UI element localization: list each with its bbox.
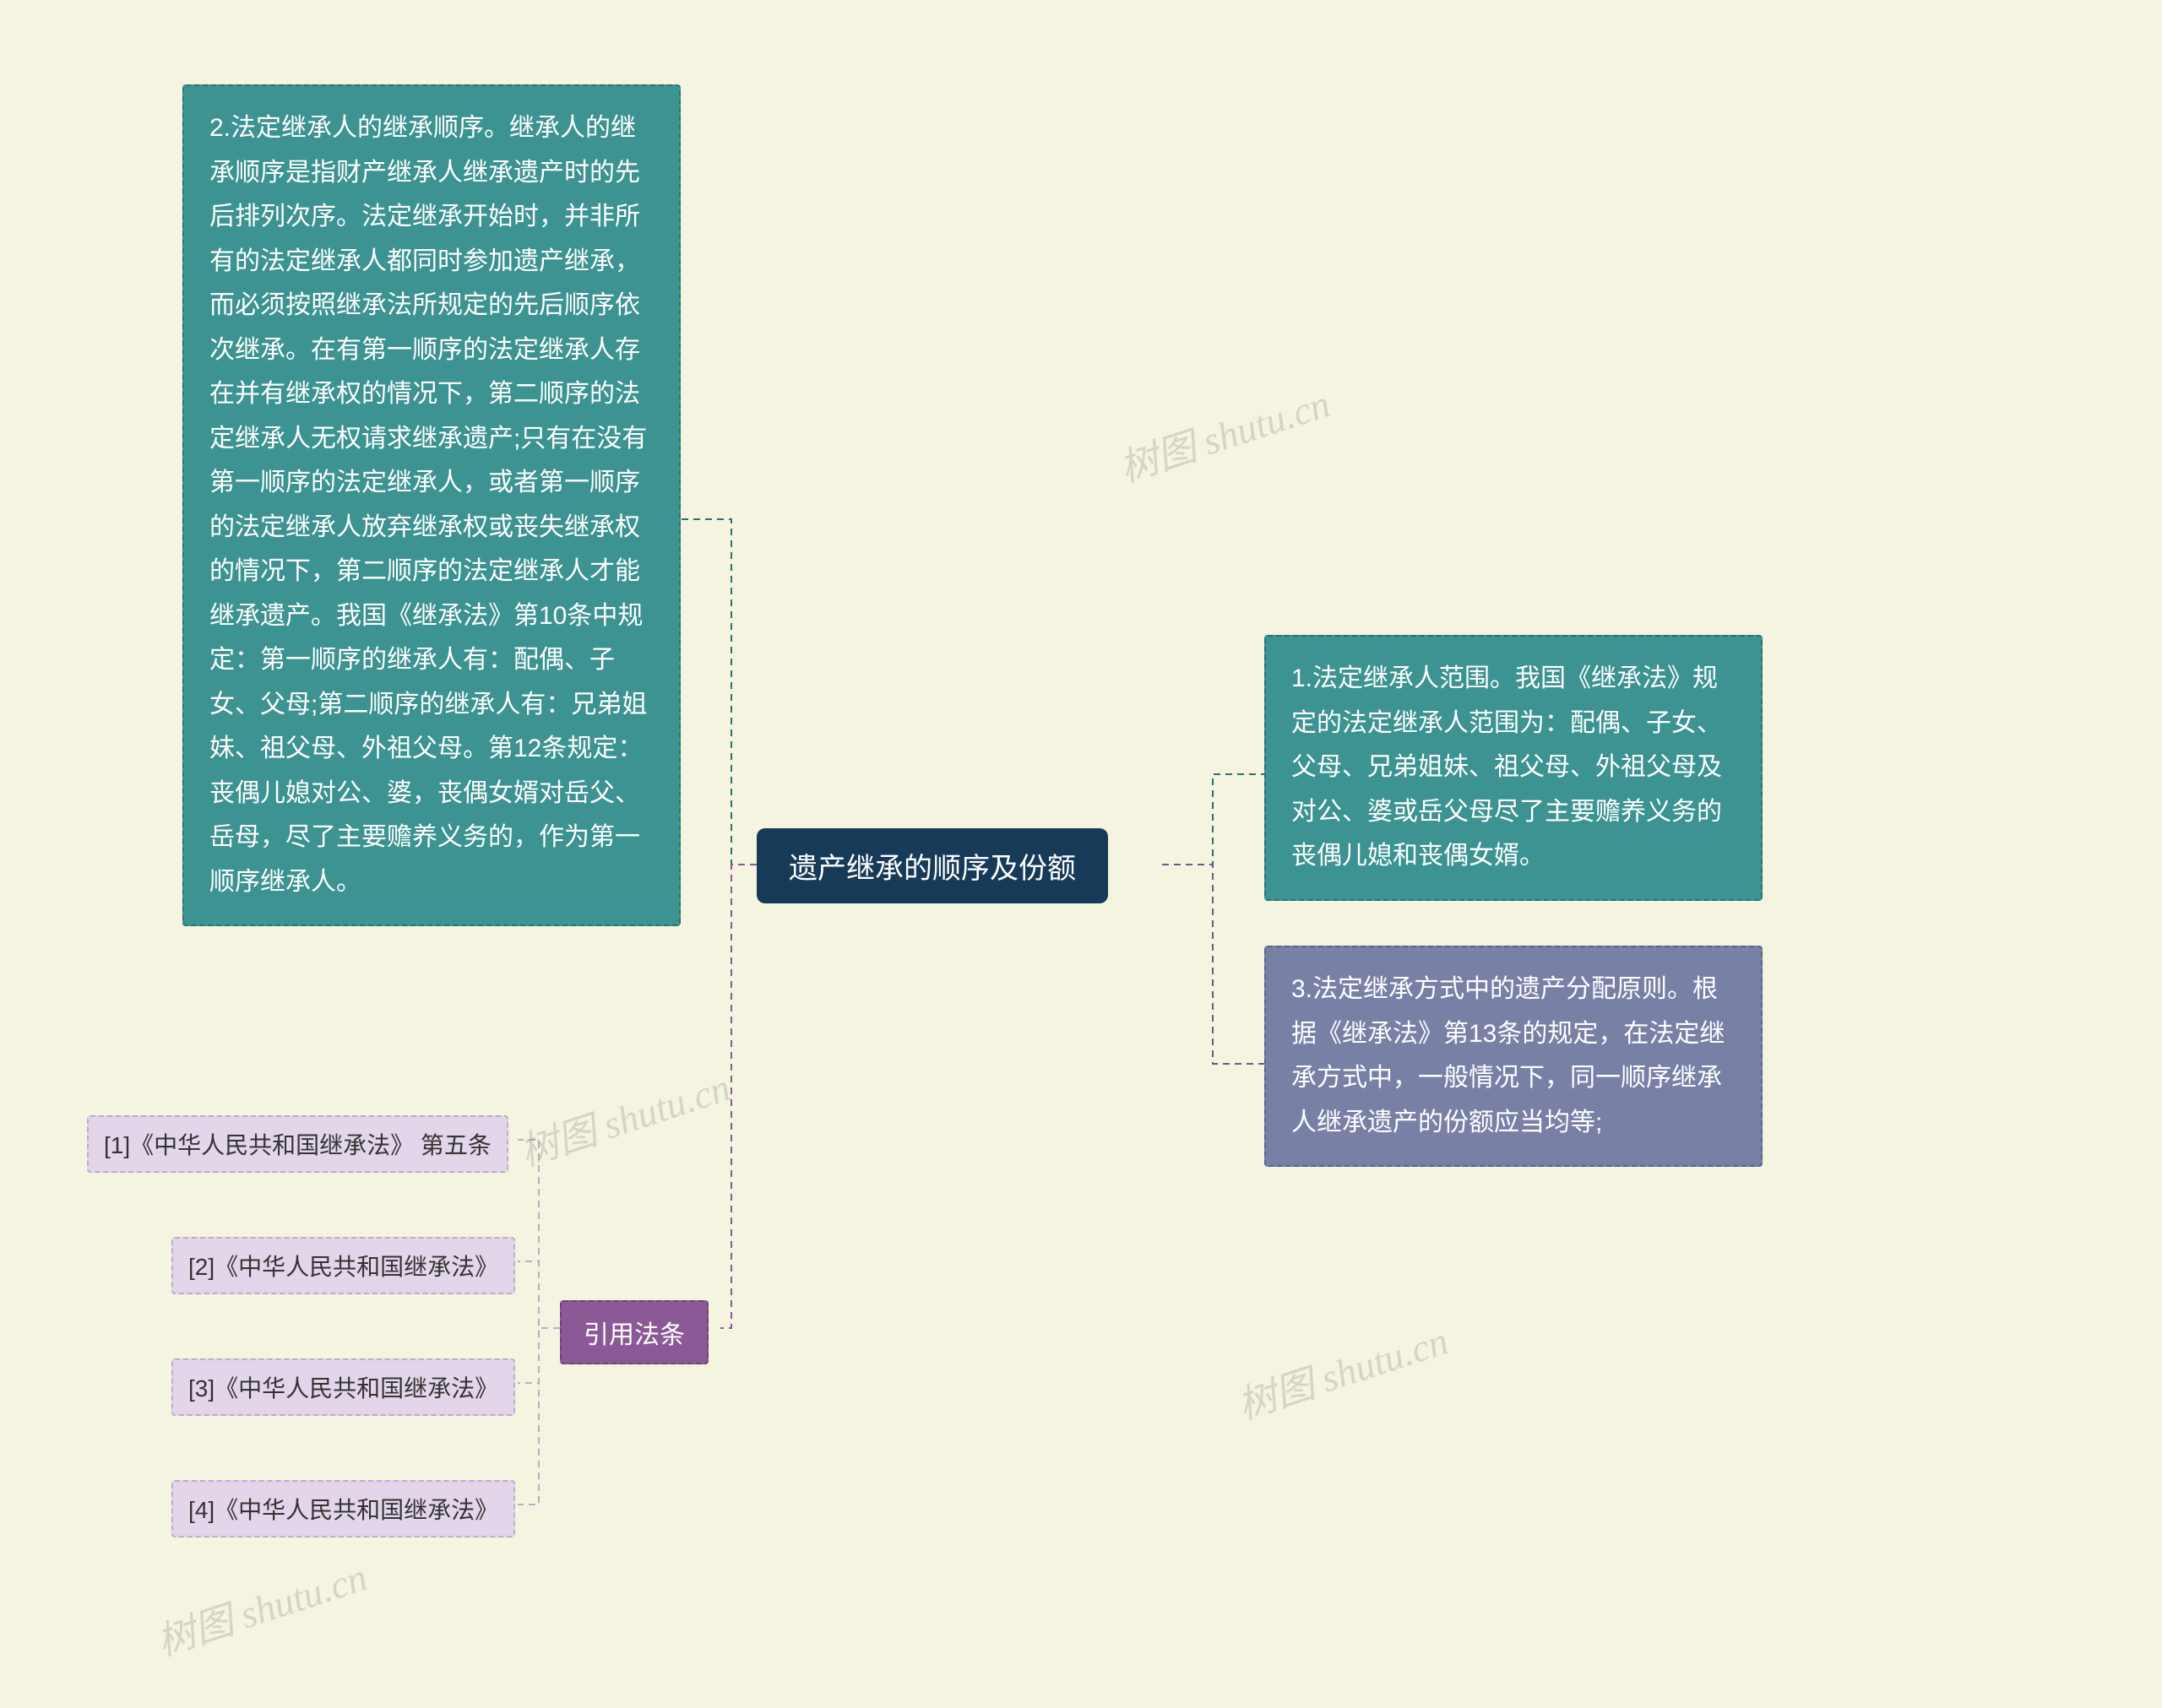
branch-node-3[interactable]: 3.法定继承方式中的遗产分配原则。根据《继承法》第13条的规定，在法定继承方式中… xyxy=(1264,946,1763,1167)
watermark: 树图 shutu.cn xyxy=(512,1057,736,1178)
citations-header[interactable]: 引用法条 xyxy=(560,1300,709,1364)
connector-line xyxy=(1162,774,1264,865)
branch-node-2[interactable]: 2.法定继承人的继承顺序。继承人的继承顺序是指财产继承人继承遗产时的先后排列次序… xyxy=(182,84,681,926)
watermark: 树图 shutu.cn xyxy=(1111,373,1336,494)
watermark: 树图 shutu.cn xyxy=(149,1547,373,1667)
connector-line xyxy=(518,1140,560,1328)
branch-node-1[interactable]: 1.法定继承人范围。我国《继承法》规定的法定继承人范围为：配偶、子女、父母、兄弟… xyxy=(1264,635,1763,901)
central-topic[interactable]: 遗产继承的顺序及份额 xyxy=(757,828,1108,903)
connector-line xyxy=(720,865,757,1328)
connector-line xyxy=(681,519,757,865)
connector-line xyxy=(1162,865,1264,1064)
connector-line xyxy=(518,1328,560,1505)
citation-item-4[interactable]: [4]《中华人民共和国继承法》 xyxy=(171,1480,515,1537)
citation-item-2[interactable]: [2]《中华人民共和国继承法》 xyxy=(171,1237,515,1294)
citation-item-3[interactable]: [3]《中华人民共和国继承法》 xyxy=(171,1358,515,1416)
connector-line xyxy=(518,1261,560,1328)
watermark: 树图 shutu.cn xyxy=(1230,1310,1454,1431)
citation-item-1[interactable]: [1]《中华人民共和国继承法》 第五条 xyxy=(87,1115,508,1173)
connector-line xyxy=(518,1328,560,1383)
